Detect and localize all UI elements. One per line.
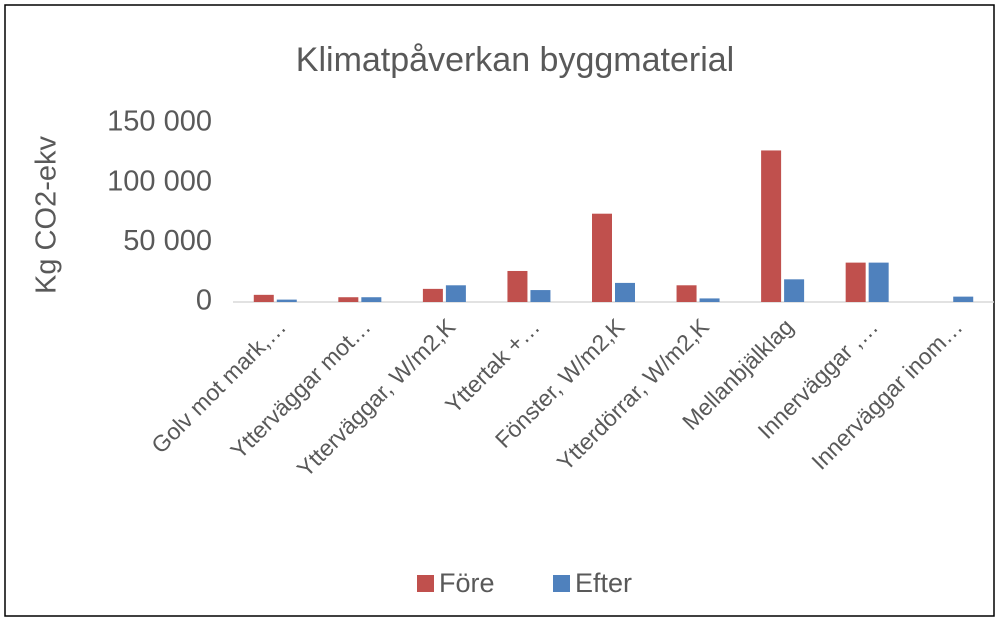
y-tick-label: 0 [196, 285, 212, 317]
legend-swatch [417, 575, 434, 592]
bar [676, 285, 697, 302]
bar [253, 294, 274, 302]
legend-label: Före [439, 568, 495, 598]
bar [507, 270, 528, 302]
bar [530, 290, 551, 302]
bar [592, 213, 612, 302]
legend-swatch [553, 575, 570, 592]
bar [276, 299, 297, 302]
bar [784, 279, 805, 302]
bar [699, 298, 720, 302]
bar [338, 297, 359, 302]
y-tick-label: 150 000 [107, 106, 212, 138]
bar [361, 297, 382, 302]
y-axis-label: Kg CO2-ekv [31, 136, 63, 294]
y-tick-label: 100 000 [107, 165, 212, 197]
bar [445, 285, 466, 302]
legend-label: Efter [575, 568, 632, 598]
bar [761, 150, 782, 302]
chart-border [4, 4, 995, 617]
y-tick-label: 50 000 [123, 225, 212, 257]
bar [953, 296, 974, 302]
bar [845, 262, 866, 302]
bar [868, 262, 889, 302]
bar [615, 282, 635, 302]
bar [422, 288, 443, 302]
chart-title: Klimatpåverkan byggmaterial [296, 41, 734, 79]
